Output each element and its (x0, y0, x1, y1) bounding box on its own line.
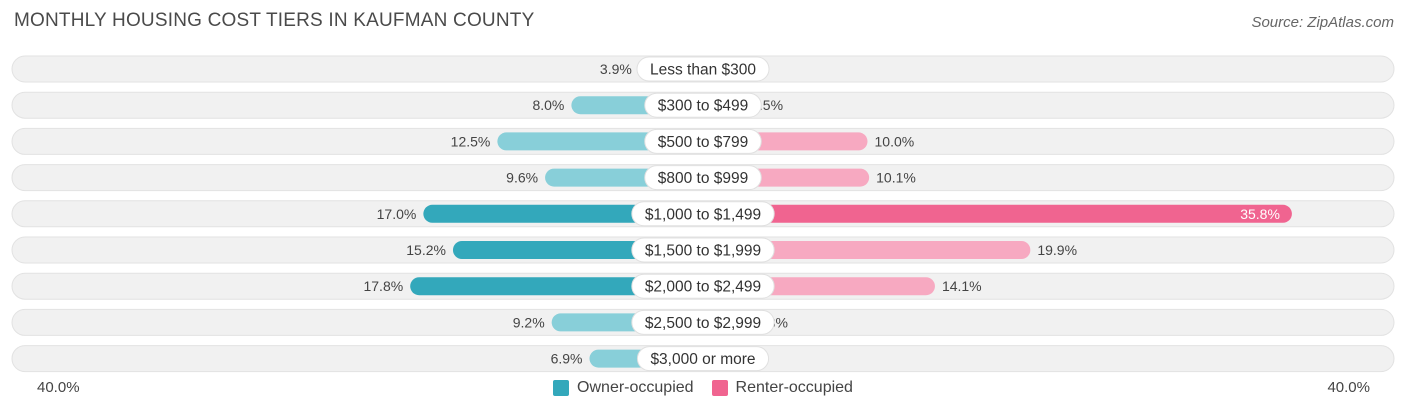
category-label: $300 to $499 (658, 98, 749, 115)
owner-value-label: 17.8% (363, 278, 403, 294)
category-label: $2,500 to $2,999 (645, 315, 761, 332)
axis-left-label: 40.0% (37, 379, 80, 396)
owner-value-label: 12.5% (451, 133, 491, 149)
owner-value-label: 9.6% (506, 170, 538, 186)
category-pill (644, 92, 762, 118)
renter-value-label: 10.1% (876, 170, 916, 186)
legend-item-renter: Renter-occupied (711, 379, 853, 397)
category-pill (631, 273, 775, 299)
legend-item-owner: Owner-occupied (553, 379, 694, 397)
category-pill (631, 201, 775, 227)
category-label: $1,500 to $1,999 (645, 243, 761, 260)
owner-value-label: 3.9% (600, 61, 632, 77)
renter-value-label: 10.0% (875, 133, 915, 149)
category-pill (631, 237, 775, 263)
axis-right-label: 40.0% (1327, 379, 1370, 396)
owner-swatch (553, 380, 570, 396)
legend-owner-label: Owner-occupied (577, 379, 694, 396)
category-label: $2,000 to $2,499 (645, 279, 761, 296)
category-pill (644, 165, 762, 191)
legend-renter-label: Renter-occupied (735, 379, 853, 396)
category-label: $1,000 to $1,499 (645, 206, 761, 223)
owner-value-label: 17.0% (377, 206, 417, 222)
renter-value-label: 19.9% (1037, 242, 1077, 258)
chart-title: MONTHLY HOUSING COST TIERS IN KAUFMAN CO… (14, 10, 535, 31)
renter-value-label: 35.8% (1240, 206, 1280, 222)
category-pill (636, 56, 770, 82)
category-label: $500 to $799 (658, 134, 749, 151)
renter-swatch (711, 380, 728, 396)
source-note: Source: ZipAtlas.com (1251, 14, 1394, 31)
owner-value-label: 8.0% (532, 97, 564, 113)
category-pill (636, 346, 770, 372)
owner-value-label: 15.2% (406, 242, 446, 258)
renter-bar (703, 204, 1292, 223)
category-label: Less than $300 (650, 62, 756, 79)
owner-value-label: 9.2% (513, 314, 545, 330)
owner-bar (410, 277, 703, 296)
owner-value-label: 6.9% (551, 351, 583, 367)
category-pill (631, 309, 775, 335)
category-label: $800 to $999 (658, 170, 749, 187)
renter-value-label: 14.1% (942, 278, 982, 294)
category-pill (644, 128, 762, 154)
legend: Owner-occupied Renter-occupied (0, 379, 1406, 397)
category-label: $3,000 or more (650, 351, 755, 368)
renter-bar (703, 241, 1031, 259)
